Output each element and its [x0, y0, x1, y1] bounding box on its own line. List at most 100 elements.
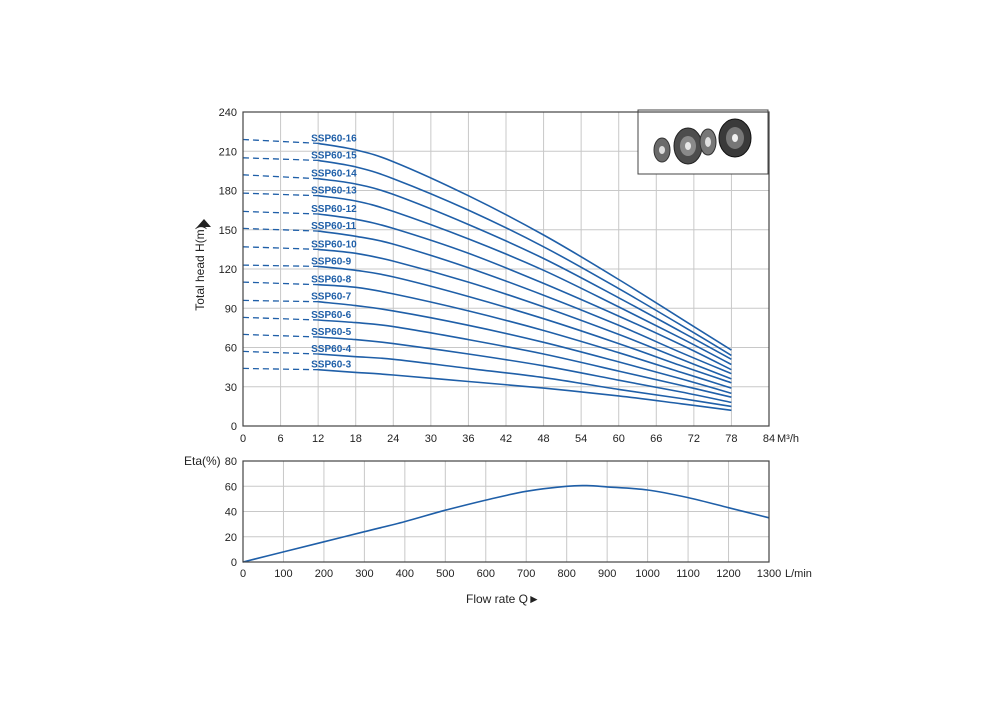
x-tick-label: 400 — [396, 568, 414, 580]
performance-curve — [317, 230, 732, 375]
efficiency-curve — [242, 484, 770, 563]
impeller-inset — [637, 109, 769, 175]
x-tick-label: 18 — [350, 433, 362, 445]
curve-label: SSP60-9 — [311, 256, 351, 267]
efficiency-chart-x-ticks: 0 100 200 300 400 500 600 700 800 900 1000 1100 1200… — [240, 568, 781, 580]
curve-label: SSP60-12 — [311, 204, 357, 215]
dashed-curve-segment — [242, 227, 319, 232]
y-tick-label: 180 — [219, 186, 237, 198]
performance-curve — [318, 265, 732, 384]
dashed-curve-segment — [242, 350, 319, 355]
head-chart-x-ticks: 0 6 12 18 24 30 36 42 48 54 60 66 72 78 84 — [240, 433, 775, 445]
dashed-curve-segment — [242, 281, 319, 286]
performance-curve — [318, 336, 732, 404]
performance-curve — [318, 319, 732, 398]
x-tick-label: 60 — [613, 433, 625, 445]
curve-label: SSP60-16 — [311, 133, 357, 144]
efficiency-axis-label: Eta(%) — [184, 454, 221, 468]
y-tick-label: 20 — [225, 532, 237, 544]
x-tick-label: 6 — [278, 433, 284, 445]
flow-rate-axis-label: Flow rate Q► — [466, 592, 540, 606]
efficiency-chart-frame — [242, 460, 770, 563]
dashed-curve-segment — [242, 299, 319, 303]
x-tick-label: 1300 — [757, 568, 781, 580]
x-tick-label: 36 — [462, 433, 474, 445]
head-axis-label: Total head H(m) — [193, 225, 207, 310]
y-tick-label: 30 — [225, 382, 237, 394]
dashed-curve-segment — [242, 333, 319, 338]
curve-label: SSP60-14 — [311, 169, 357, 180]
x-tick-label: 48 — [537, 433, 549, 445]
performance-curve — [318, 283, 732, 389]
y-tick-label: 150 — [219, 225, 237, 237]
x-tick-label: 78 — [725, 433, 737, 445]
x-tick-label: 600 — [477, 568, 495, 580]
curve-label: SSP60-7 — [311, 292, 351, 303]
dashed-curve-segment — [242, 157, 319, 162]
y-tick-label: 0 — [231, 421, 237, 433]
performance-curve — [317, 159, 732, 357]
x-tick-label: 1200 — [716, 568, 740, 580]
y-tick-label: 0 — [231, 557, 237, 569]
curve-label: SSP60-4 — [311, 344, 351, 355]
x-tick-label: 0 — [240, 433, 246, 445]
performance-curve — [317, 177, 732, 360]
efficiency-chart: 0 100 200 300 400 500 600 700 800 900 1000 1100 1200… — [184, 454, 812, 606]
x-tick-label: 54 — [575, 433, 587, 445]
performance-curve — [318, 368, 732, 412]
efficiency-curve-line — [242, 484, 770, 563]
curve-label: SSP60-11 — [311, 221, 356, 232]
x-tick-label: 1000 — [635, 568, 659, 580]
head-chart-x-unit: M³/h — [777, 433, 799, 445]
x-tick-label: 300 — [355, 568, 373, 580]
head-chart-y-ticks: 0 30 60 90 120 150 180 210 240 — [219, 107, 237, 433]
x-tick-label: 30 — [425, 433, 437, 445]
x-tick-label: 700 — [517, 568, 535, 580]
dashed-curve-segment — [242, 192, 319, 197]
curve-label: SSP60-3 — [311, 360, 351, 371]
head-chart-frame — [242, 111, 770, 427]
curve-label: SSP60-8 — [311, 275, 351, 286]
dashed-curve-segment — [242, 246, 319, 251]
x-tick-label: 900 — [598, 568, 616, 580]
curve-label: SSP60-10 — [311, 239, 357, 250]
x-tick-label: 12 — [312, 433, 324, 445]
head-axis-arrow-icon — [197, 219, 211, 227]
impeller-image — [653, 118, 752, 165]
y-tick-label: 120 — [219, 264, 237, 276]
y-tick-label: 60 — [225, 343, 237, 355]
performance-curve — [318, 300, 732, 395]
curve-label: SSP60-5 — [311, 327, 351, 338]
efficiency-chart-grid — [242, 460, 770, 563]
x-tick-label: 500 — [436, 568, 454, 580]
y-tick-label: 90 — [225, 303, 237, 315]
curve-labels: SSP60-16 SSP60-15 SSP60-14 SSP60-13 SSP60-12… — [311, 133, 357, 370]
x-tick-label: 0 — [240, 568, 246, 580]
performance-curve — [317, 194, 732, 366]
efficiency-chart-x-unit: L/min — [785, 568, 812, 580]
x-tick-label: 42 — [500, 433, 512, 445]
performance-curve — [317, 213, 732, 371]
performance-curve — [317, 142, 732, 351]
dashed-curve-segment — [242, 316, 319, 321]
curve-label: SSP60-15 — [311, 150, 357, 161]
dashed-curve-segment — [242, 210, 319, 215]
x-tick-label: 72 — [688, 433, 700, 445]
y-tick-label: 60 — [225, 481, 237, 493]
x-tick-label: 200 — [315, 568, 333, 580]
x-tick-label: 84 — [763, 433, 775, 445]
dashed-curve-segment — [242, 264, 319, 268]
head-flow-chart: SSP60-16 SSP60-15 SSP60-14 SSP60-13 SSP60-12… — [193, 107, 799, 445]
dashed-curve-segment — [242, 174, 319, 180]
curve-label: SSP60-13 — [311, 186, 357, 197]
curve-label: SSP60-6 — [311, 310, 351, 321]
x-tick-label: 800 — [558, 568, 576, 580]
x-tick-label: 1100 — [676, 568, 700, 580]
head-curves — [242, 138, 732, 412]
y-tick-label: 240 — [219, 107, 237, 119]
performance-curve — [318, 248, 732, 380]
x-tick-label: 66 — [650, 433, 662, 445]
efficiency-chart-y-ticks: 0 20 40 60 80 — [225, 456, 237, 569]
y-tick-label: 210 — [219, 146, 237, 158]
